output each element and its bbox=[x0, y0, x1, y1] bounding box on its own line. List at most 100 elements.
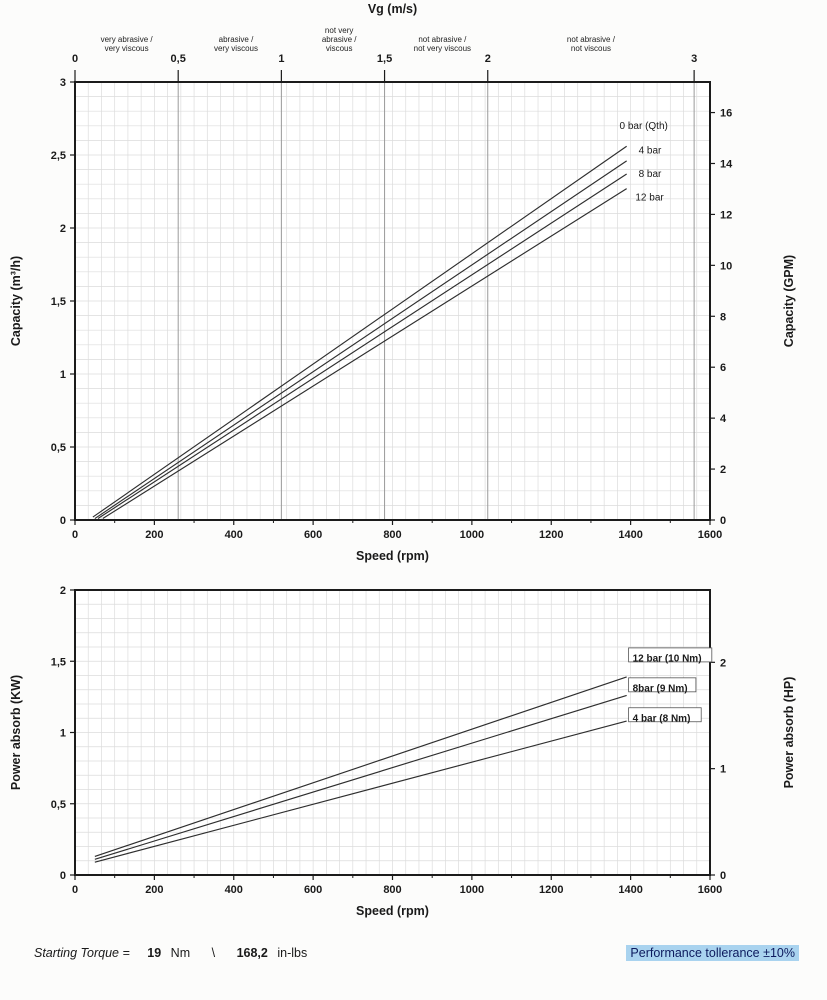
y-tick-label: 2 bbox=[60, 223, 66, 235]
torque-nm-unit: Nm bbox=[170, 946, 191, 960]
y-axis-right: 0 2 4 6 8 10 12 14 16 Capacity (GPM) bbox=[710, 108, 796, 527]
series-line-12-bar-10-nm bbox=[94, 676, 627, 858]
vg-zone-label: not abrasive / bbox=[418, 35, 467, 44]
right-tick-label: 6 bbox=[720, 362, 726, 374]
starting-torque-label: Starting Torque = bbox=[34, 946, 130, 960]
x-axis: 0 200 400 600 800 1000 1200 1400 1600 Speed (rpm) bbox=[72, 875, 722, 918]
series-line-8bar-9-nm bbox=[94, 694, 627, 860]
right-tick-label: 8 bbox=[720, 311, 726, 323]
right-tick-label: 1 bbox=[720, 764, 726, 776]
vg-zone-label: abrasive / bbox=[322, 35, 357, 44]
vg-zone-label: viscous bbox=[326, 44, 353, 53]
y-axis-right: 0 1 2 Power absorb (HP) bbox=[710, 657, 796, 882]
vg-zone-label: very viscous bbox=[214, 44, 258, 53]
y-tick-label: 0,5 bbox=[51, 799, 66, 811]
footer: Starting Torque = 19 Nm \ 168,2 in-lbs P… bbox=[0, 935, 827, 961]
performance-tolerance-badge: Performance tollerance ±10% bbox=[626, 945, 799, 961]
x-axis-title: Speed (rpm) bbox=[356, 904, 429, 918]
y-tick-label: 1,5 bbox=[51, 656, 66, 668]
y-axis-left: 0 0,5 1 1,5 2 2,5 3 Capacity (m³/h) bbox=[9, 77, 75, 527]
x-tick-label: 1000 bbox=[460, 529, 484, 541]
right-tick-label: 4 bbox=[720, 413, 727, 425]
vg-tick-label: 3 bbox=[691, 53, 697, 65]
right-axis-title: Power absorb (HP) bbox=[782, 677, 796, 789]
vg-zone-label: not very bbox=[325, 26, 353, 35]
right-tick-label: 12 bbox=[720, 209, 732, 221]
grid bbox=[74, 81, 711, 521]
right-tick-label: 2 bbox=[720, 657, 726, 669]
grid bbox=[74, 589, 711, 876]
x-tick-label: 0 bbox=[72, 884, 78, 896]
series-line-0-bar-qth bbox=[92, 145, 627, 518]
vg-tick-label: 0,5 bbox=[171, 53, 186, 65]
y-tick-label: 1 bbox=[60, 728, 66, 740]
right-tick-label: 10 bbox=[720, 260, 732, 272]
series-label-8bar-9-nm: 8bar (9 Nm) bbox=[633, 683, 688, 694]
y-tick-label: 0 bbox=[60, 515, 66, 527]
y-axis-title: Power absorb (KW) bbox=[9, 675, 23, 790]
vg-zone-label: not abrasive / bbox=[567, 35, 616, 44]
vg-zone-label: very viscous bbox=[105, 44, 149, 53]
x-tick-label: 200 bbox=[145, 529, 163, 541]
vg-zone-label: abrasive / bbox=[219, 35, 254, 44]
x-tick-label: 1400 bbox=[618, 884, 642, 896]
series-label-4-bar: 4 bar bbox=[639, 146, 662, 157]
x-tick-label: 1000 bbox=[460, 884, 484, 896]
series-line-4-bar-8-nm bbox=[94, 720, 627, 863]
series: 0 bar (Qth) 4 bar 8 bar 12 bar bbox=[92, 121, 668, 520]
right-tick-label: 0 bbox=[720, 870, 726, 882]
x-tick-label: 1600 bbox=[698, 529, 722, 541]
series-label-box bbox=[628, 647, 713, 663]
series-line-4-bar bbox=[94, 160, 627, 520]
x-tick-label: 1600 bbox=[698, 884, 722, 896]
y-axis-left: 0 0,5 1 1,5 2 Power absorb (KW) bbox=[9, 585, 75, 882]
torque-separator: \ bbox=[211, 946, 216, 960]
vg-zone-label: not very viscous bbox=[414, 44, 471, 53]
series-line-8-bar bbox=[97, 173, 627, 520]
y-tick-label: 0,5 bbox=[51, 442, 66, 454]
series-line-12-bar bbox=[102, 188, 627, 520]
right-tick-label: 16 bbox=[720, 108, 732, 120]
x-tick-label: 1200 bbox=[539, 884, 563, 896]
right-tick-label: 14 bbox=[720, 158, 733, 170]
series-label-12-bar: 12 bar bbox=[635, 192, 664, 203]
x-tick-label: 200 bbox=[145, 884, 163, 896]
vg-tick-label: 0 bbox=[72, 53, 78, 65]
x-axis: 0 200 400 600 800 1000 1200 1400 1600 Speed (rpm) bbox=[72, 520, 722, 563]
x-tick-label: 600 bbox=[304, 884, 322, 896]
x-tick-label: 800 bbox=[383, 884, 401, 896]
series-label-8-bar: 8 bar bbox=[639, 169, 662, 180]
x-axis-title: Speed (rpm) bbox=[356, 549, 429, 563]
vg-zone-label: very abrasive / bbox=[101, 35, 154, 44]
vg-axis-title: Vg (m/s) bbox=[368, 2, 417, 16]
right-tick-label: 0 bbox=[720, 515, 726, 527]
series-label-0-bar-qth: 0 bar (Qth) bbox=[620, 121, 668, 132]
torque-inlbs-unit: in-lbs bbox=[277, 946, 308, 960]
series-label-box bbox=[628, 677, 697, 693]
x-tick-label: 800 bbox=[383, 529, 401, 541]
right-axis-title: Capacity (GPM) bbox=[782, 255, 796, 347]
vg-tick-label: 1,5 bbox=[377, 53, 392, 65]
x-tick-label: 0 bbox=[72, 529, 78, 541]
starting-torque-note: Starting Torque = 19 Nm \ 168,2 in-lbs bbox=[34, 946, 325, 960]
vg-tick-label: 2 bbox=[485, 53, 491, 65]
x-tick-label: 600 bbox=[304, 529, 322, 541]
y-tick-label: 2,5 bbox=[51, 150, 66, 162]
series-label-box bbox=[628, 707, 702, 723]
y-tick-label: 3 bbox=[60, 77, 66, 89]
vg-tick-label: 1 bbox=[278, 53, 284, 65]
y-tick-label: 2 bbox=[60, 585, 66, 597]
series-label-4-bar-8-nm: 4 bar (8 Nm) bbox=[633, 713, 691, 724]
x-tick-label: 400 bbox=[225, 529, 243, 541]
y-tick-label: 1 bbox=[60, 369, 66, 381]
y-axis-title: Capacity (m³/h) bbox=[9, 256, 23, 346]
torque-inlbs-value: 168,2 bbox=[236, 946, 268, 960]
y-tick-label: 0 bbox=[60, 870, 66, 882]
right-tick-label: 2 bbox=[720, 464, 726, 476]
torque-nm-value: 19 bbox=[147, 946, 162, 960]
x-tick-label: 400 bbox=[225, 884, 243, 896]
